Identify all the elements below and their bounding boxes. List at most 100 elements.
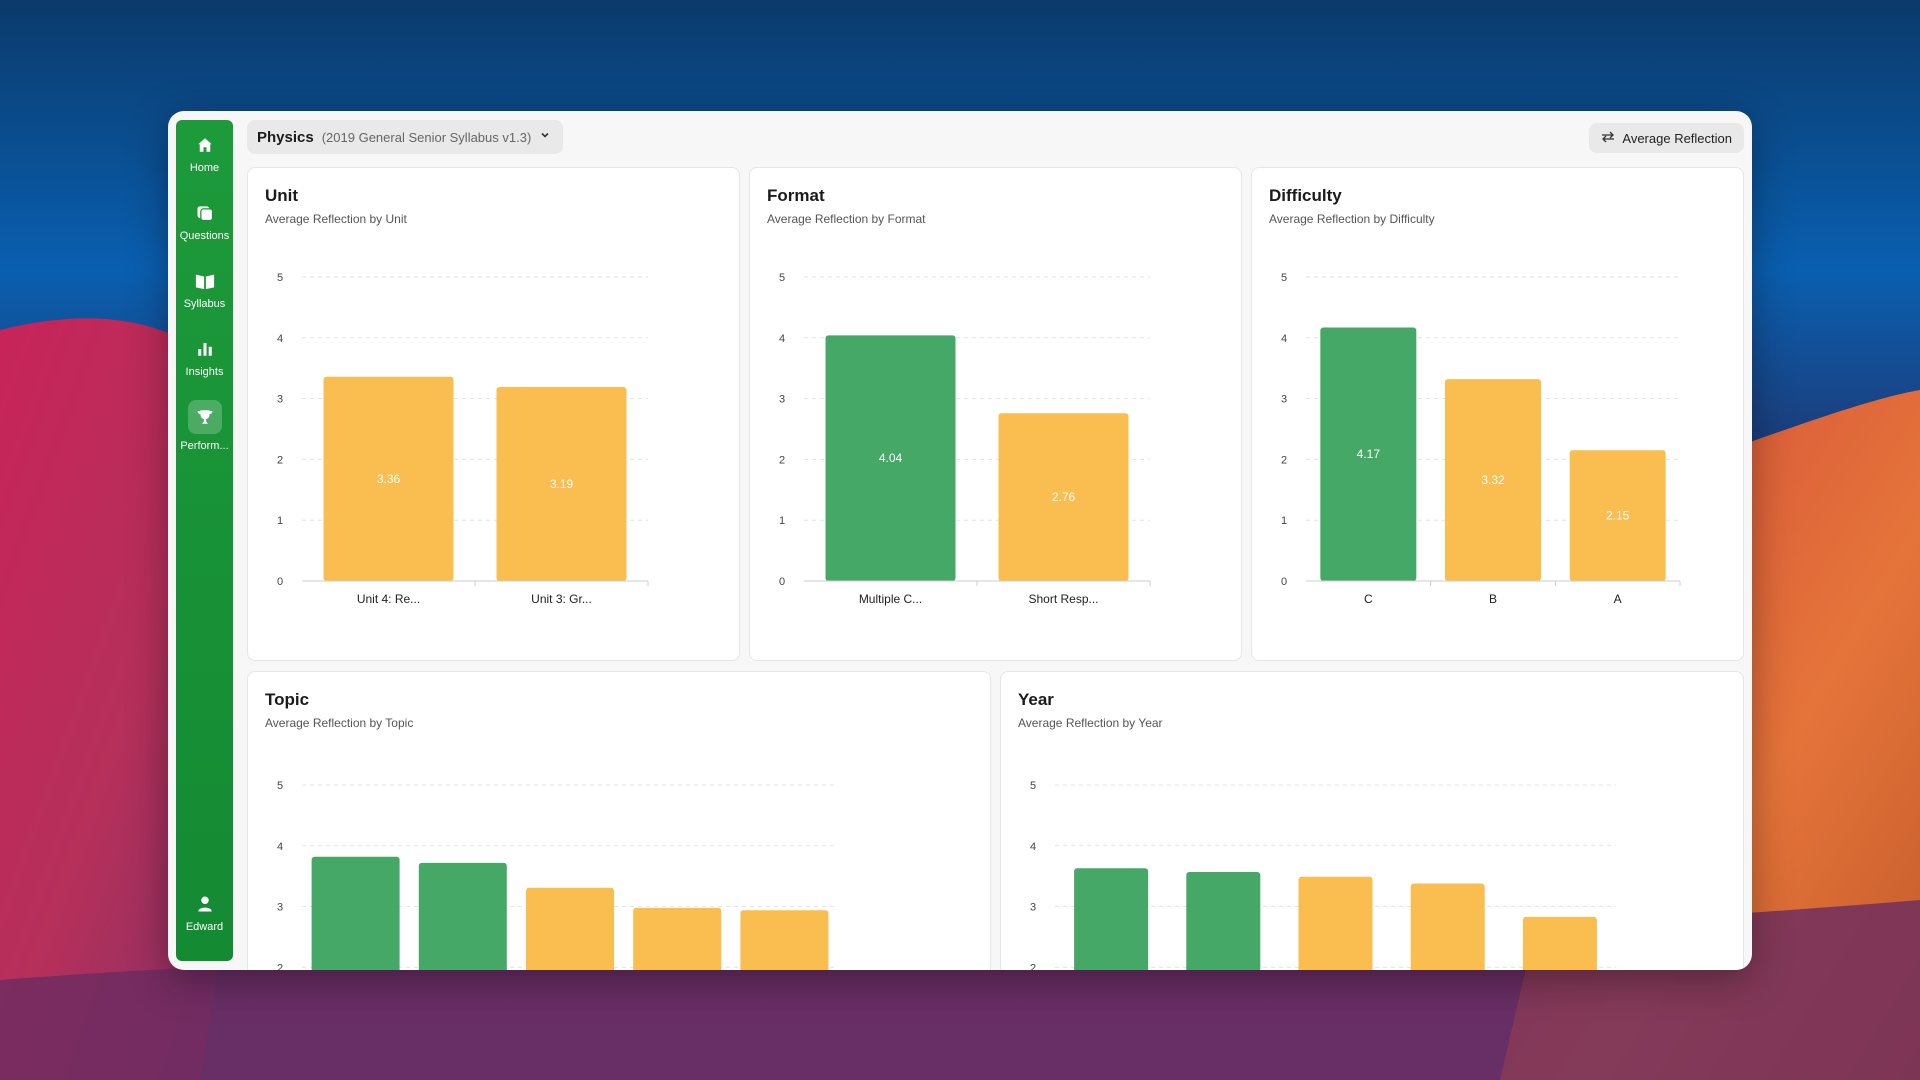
card-subtitle: Average Reflection by Topic <box>265 716 414 730</box>
card-subtitle: Average Reflection by Difficulty <box>1269 212 1435 226</box>
card-subtitle: Average Reflection by Unit <box>265 212 407 226</box>
bar[interactable] <box>740 910 829 970</box>
bar[interactable] <box>496 387 627 581</box>
y-tick-label: 3 <box>779 394 785 406</box>
y-tick-label: 3 <box>1281 394 1287 406</box>
bar[interactable] <box>998 413 1129 581</box>
trophy-icon <box>187 400 222 434</box>
x-category-label: C <box>1364 592 1373 606</box>
chart-card-difficulty: Difficulty Average Reflection by Difficu… <box>1251 167 1744 661</box>
questions-icon <box>194 202 216 224</box>
bar[interactable] <box>1298 876 1373 970</box>
y-tick-label: 1 <box>1281 515 1287 527</box>
sidebar-item-syllabus[interactable]: Syllabus <box>176 256 233 324</box>
chart-card-unit: Unit Average Reflection by Unit 0 1 2 3 4 5 3.… <box>247 167 740 661</box>
bar-chart-icon <box>194 338 216 360</box>
chevron-down-icon <box>539 128 551 146</box>
subject-select[interactable]: Physics (2019 General Senior Syllabus v1… <box>247 120 564 154</box>
bar[interactable] <box>1320 327 1417 581</box>
book-icon <box>194 270 216 292</box>
x-category-label: Unit 4: Re... <box>357 592 420 606</box>
sidebar-item-insights[interactable]: Insights <box>176 324 233 392</box>
y-tick-label: 4 <box>277 841 283 853</box>
bar[interactable] <box>1522 916 1597 970</box>
y-tick-label: 1 <box>779 515 785 527</box>
card-title: Topic <box>265 690 310 709</box>
x-category-label: B <box>1489 592 1497 606</box>
sidebar-item-label: Perform... <box>180 440 229 452</box>
sidebar-item-home[interactable]: Home <box>176 120 233 188</box>
y-tick-label: 5 <box>1030 780 1036 792</box>
format-chart: 0 1 2 3 4 5 4.04 Multiple C... 2.76 Short Resp... <box>779 272 1151 606</box>
bar-value-label: 2.76 <box>1052 490 1076 504</box>
y-tick-label: 4 <box>1281 333 1287 345</box>
x-category-label: Short Resp... <box>1028 592 1098 606</box>
sidebar-user[interactable]: Edward <box>176 879 233 947</box>
topbar: Physics (2019 General Senior Syllabus v1… <box>247 120 1744 154</box>
bar[interactable] <box>1569 450 1666 581</box>
y-tick-label: 0 <box>1281 576 1287 588</box>
bar[interactable] <box>1186 871 1261 970</box>
topic-chart: 2 3 4 5 <box>277 780 838 970</box>
user-name: Edward <box>185 921 224 933</box>
y-tick-label: 2 <box>277 454 283 466</box>
home-icon <box>194 134 216 156</box>
metric-toggle-label: Average Reflection <box>1622 130 1732 146</box>
sidebar-item-label: Syllabus <box>183 298 226 310</box>
x-category-label: Multiple C... <box>859 592 922 606</box>
user-icon <box>194 893 216 915</box>
bar-value-label: 4.04 <box>879 451 903 465</box>
y-tick-label: 3 <box>277 902 283 914</box>
y-tick-label: 0 <box>779 576 785 588</box>
bar[interactable] <box>323 376 454 581</box>
bar[interactable] <box>526 887 614 970</box>
bar[interactable] <box>825 335 956 581</box>
card-title: Year <box>1018 690 1054 709</box>
card-title: Format <box>767 186 825 205</box>
syllabus-version: (2019 General Senior Syllabus v1.3) <box>321 129 532 145</box>
sidebar: Home Questions Syllabus Insights Perform… <box>176 120 233 961</box>
bar[interactable] <box>1445 379 1541 581</box>
bar[interactable] <box>418 862 507 970</box>
y-tick-label: 5 <box>277 780 283 792</box>
chart-card-format: Format Average Reflection by Format 0 1 2 3… <box>749 167 1242 661</box>
x-category-label: Unit 3: Gr... <box>531 592 592 606</box>
bar[interactable] <box>1074 868 1149 970</box>
y-tick-label: 1 <box>277 515 283 527</box>
year-chart: 2 3 4 5 <box>1030 780 1616 970</box>
card-subtitle: Average Reflection by Format <box>767 212 926 226</box>
y-tick-label: 5 <box>1281 272 1287 284</box>
card-subtitle: Average Reflection by Year <box>1018 716 1163 730</box>
y-tick-label: 3 <box>1030 902 1036 914</box>
bar-value-label: 2.15 <box>1606 509 1630 523</box>
y-tick-label: 2 <box>1030 962 1036 970</box>
bar-value-label: 4.17 <box>1357 447 1381 461</box>
chart-card-topic: Topic Average Reflection by Topic 2 3 4 5 <box>247 671 991 970</box>
metric-toggle-button[interactable]: Average Reflection <box>1589 123 1744 153</box>
bar[interactable] <box>1410 883 1485 970</box>
app-window: Home Questions Syllabus Insights Perform… <box>168 111 1752 970</box>
bar-value-label: 3.36 <box>377 472 401 486</box>
chart-card-year: Year Average Reflection by Year 2 3 4 5 <box>1000 671 1744 970</box>
bar-value-label: 3.19 <box>550 477 574 491</box>
y-tick-label: 4 <box>277 333 283 345</box>
y-tick-label: 2 <box>1281 454 1287 466</box>
y-tick-label: 4 <box>1030 841 1036 853</box>
subject-name: Physics <box>257 128 314 146</box>
y-tick-label: 2 <box>277 962 283 970</box>
sidebar-item-performance[interactable]: Perform... <box>176 392 233 460</box>
swap-arrows-icon <box>1601 131 1615 146</box>
card-title: Difficulty <box>1269 186 1342 205</box>
y-tick-label: 5 <box>779 272 785 284</box>
bar[interactable] <box>633 907 722 970</box>
sidebar-item-label: Home <box>189 162 220 174</box>
bar[interactable] <box>311 856 400 970</box>
y-tick-label: 0 <box>277 576 283 588</box>
sidebar-item-label: Questions <box>179 230 230 242</box>
unit-chart: 0 1 2 3 4 5 3.36 Unit 4: Re... 3.19 Unit 3: Gr... <box>277 272 649 606</box>
difficulty-chart: 0 1 2 3 4 5 4.17 C 3.32 B 2.15 A <box>1281 272 1681 606</box>
y-tick-label: 5 <box>277 272 283 284</box>
x-category-label: A <box>1614 592 1622 606</box>
card-title: Unit <box>265 186 299 205</box>
sidebar-item-questions[interactable]: Questions <box>176 188 233 256</box>
